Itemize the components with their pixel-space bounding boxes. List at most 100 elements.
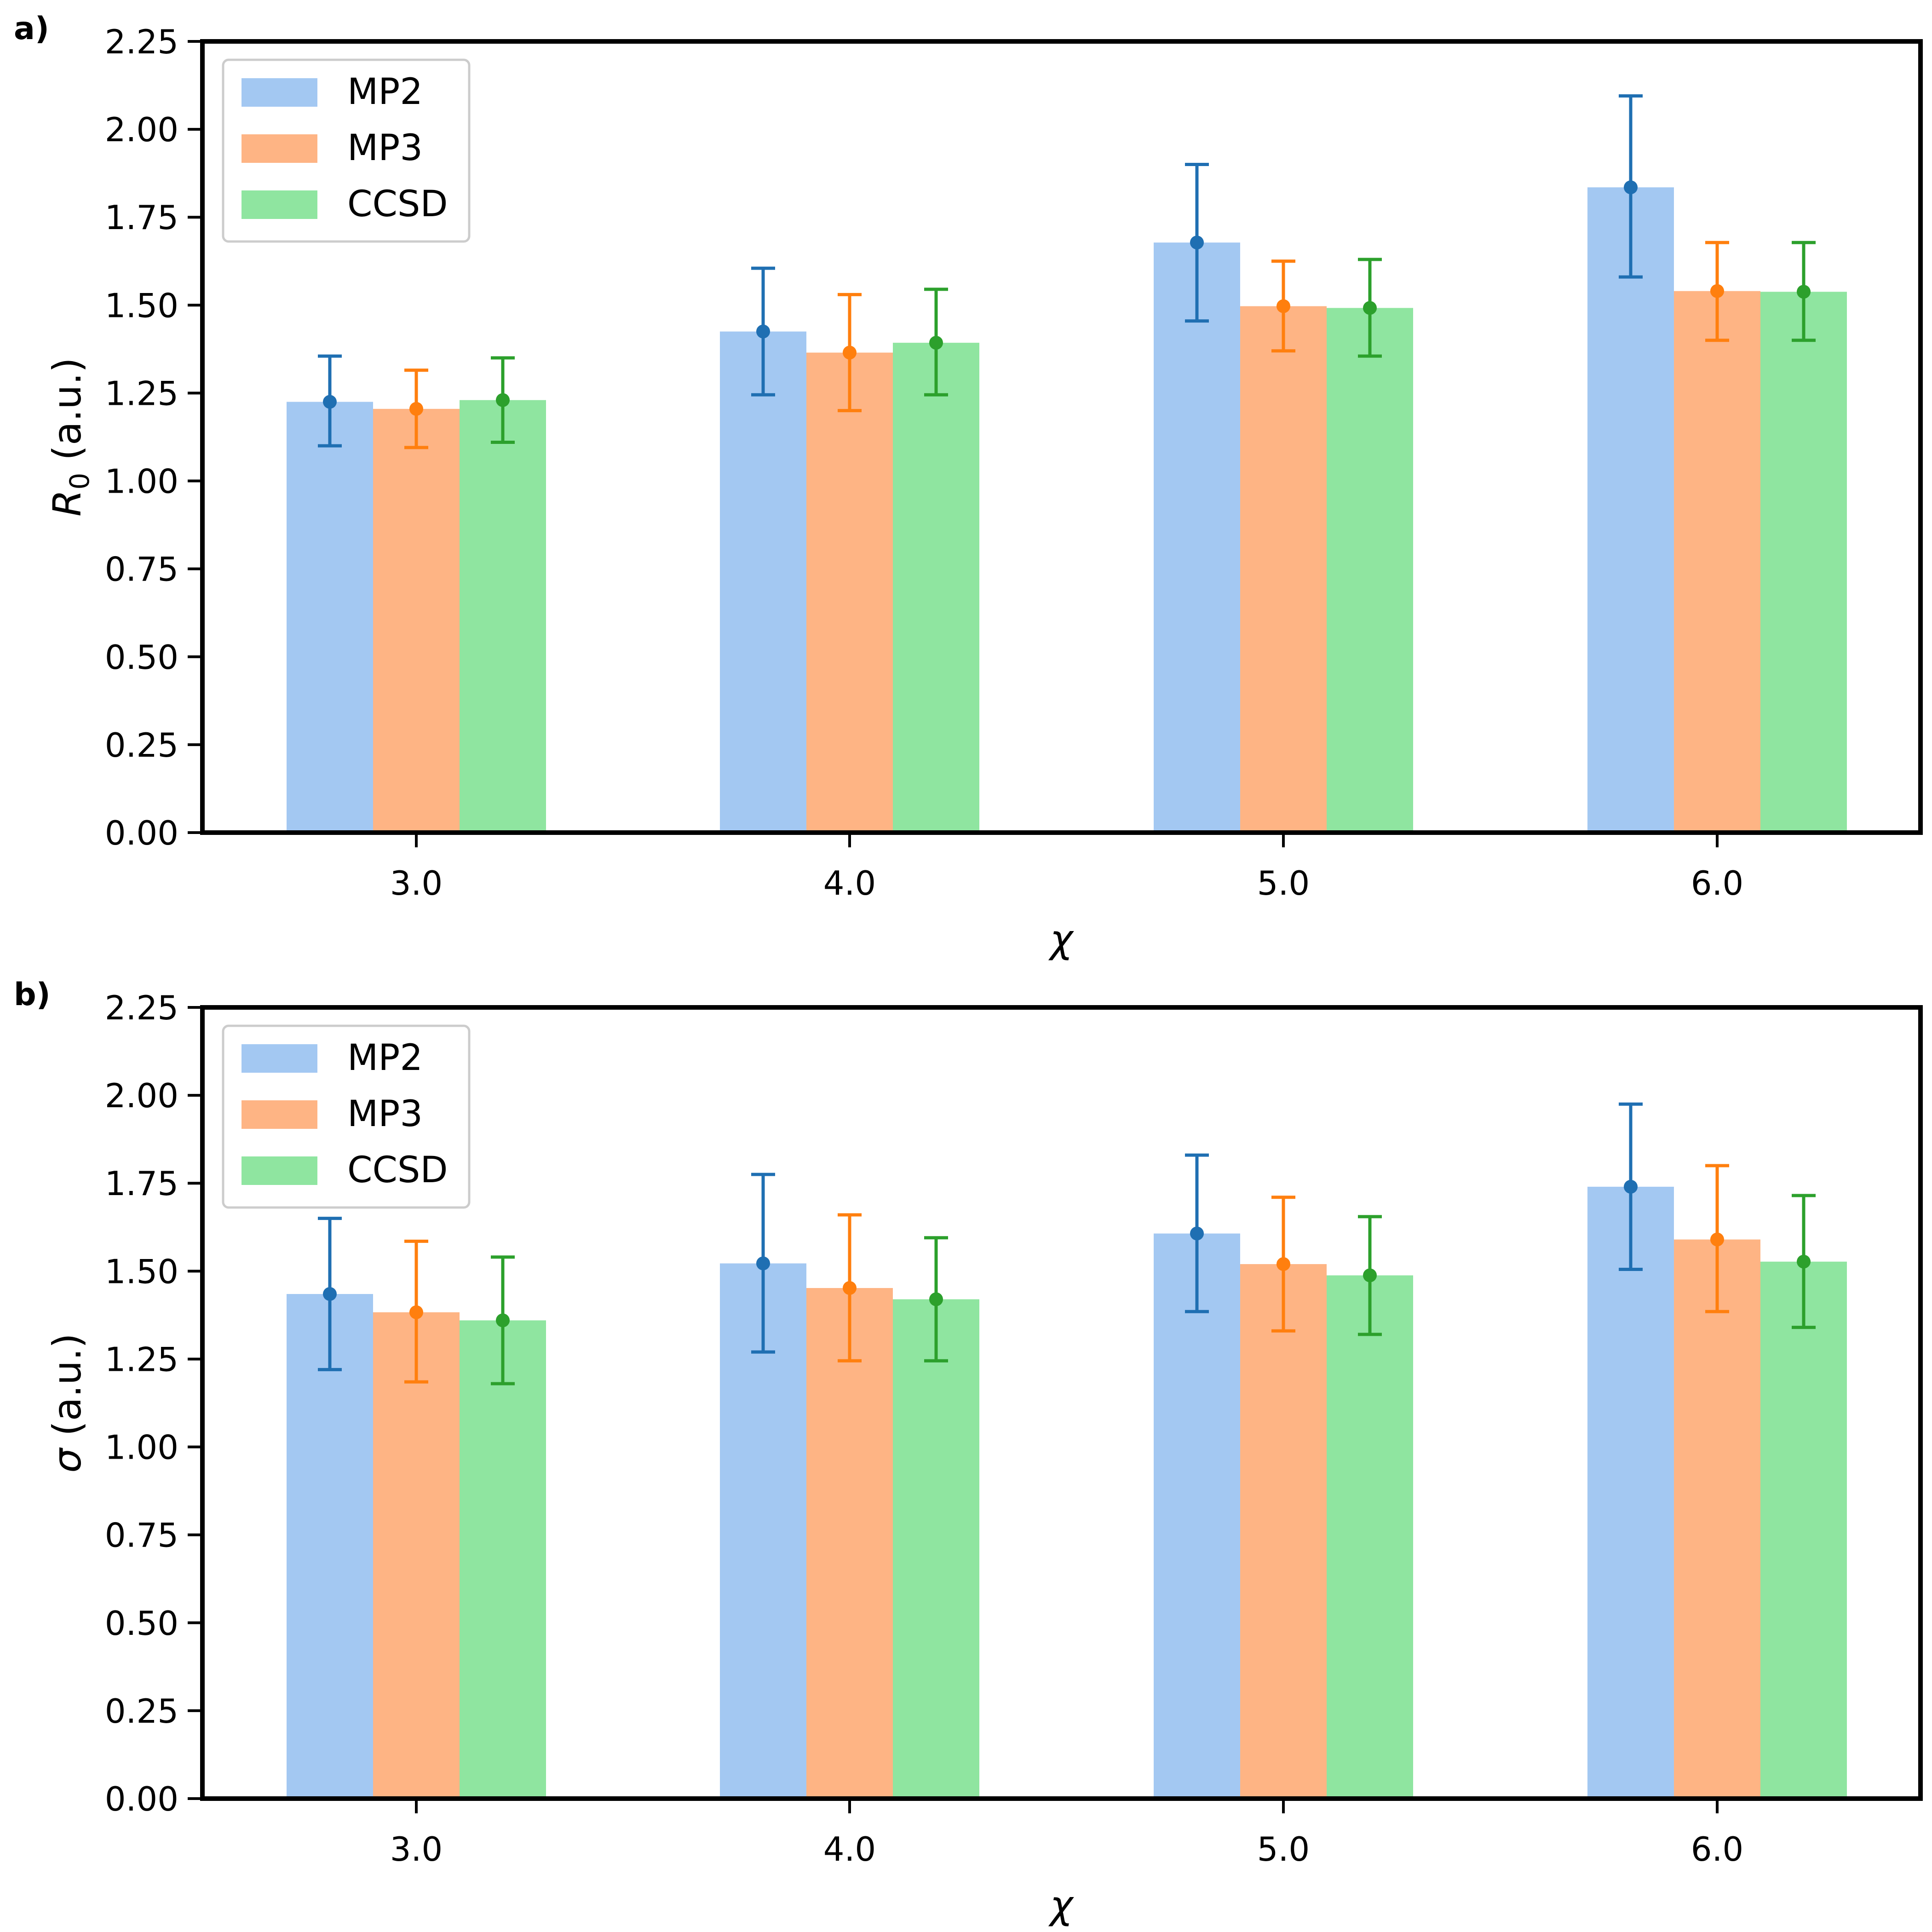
legend-swatch-ccsd [242, 1156, 317, 1185]
chart-panel-a: a) 0.00 0.25 0.50 0.75 1.00 1.25 1.50 1.75 2.00 2.… [14, 11, 1923, 961]
x-axis-label: χ [1048, 1882, 1075, 1927]
bar-mp3-5.0 [1240, 1264, 1327, 1799]
point-mp3-3.0 [409, 402, 423, 416]
legend-swatch-ccsd [242, 190, 317, 219]
point-mp3-5.0 [1276, 299, 1290, 313]
y-tick-label: 1.50 [105, 1252, 178, 1291]
point-mp3-4.0 [843, 345, 857, 360]
legend-label-mp2: MP2 [347, 1037, 423, 1079]
bar-mp3-5.0 [1240, 306, 1327, 833]
point-ccsd-6.0 [1797, 1254, 1811, 1269]
y-tick-label: 0.50 [105, 638, 178, 677]
bar-mp3-4.0 [806, 352, 893, 833]
y-tick-label: 0.50 [105, 1604, 178, 1643]
point-mp2-5.0 [1190, 236, 1204, 250]
point-mp3-3.0 [409, 1305, 423, 1319]
plot-frame [200, 1005, 1923, 1801]
legend: MP2 MP3 CCSD [222, 58, 471, 243]
y-tick-label: 2.00 [105, 1076, 178, 1115]
legend-label-mp2: MP2 [347, 71, 423, 113]
point-mp2-3.0 [323, 1287, 337, 1301]
legend-label-ccsd: CCSD [347, 184, 448, 225]
bar-ccsd-6.0 [1760, 1261, 1847, 1799]
x-tick-label: 4.0 [823, 864, 876, 903]
y-tick-label: 1.00 [105, 462, 178, 501]
bar-ccsd-5.0 [1327, 1275, 1413, 1799]
y-tick-label: 2.25 [105, 23, 178, 61]
y-axis-label-unit: (a.u.) [45, 357, 90, 472]
panel-label: a) [14, 11, 49, 47]
y-axis-label-base: σ [45, 1447, 90, 1473]
y-tick-label: 0.00 [105, 1780, 178, 1818]
x-tick-label: 3.0 [390, 864, 443, 903]
bar-mp2-3.0 [287, 1294, 373, 1799]
legend-swatch-mp2 [242, 1044, 317, 1073]
y-tick-label: 1.75 [105, 1164, 178, 1203]
point-mp3-6.0 [1710, 1232, 1724, 1247]
point-mp3-6.0 [1710, 284, 1724, 298]
bar-ccsd-3.0 [460, 400, 546, 833]
y-tick-label: 2.25 [105, 989, 178, 1027]
bar-mp3-6.0 [1674, 291, 1760, 833]
bar-ccsd-4.0 [893, 1299, 979, 1799]
y-axis-label-subscript: 0 [64, 473, 95, 490]
y-tick-label: 0.75 [105, 550, 178, 589]
y-axis-label: R0 (a.u.) [45, 357, 95, 517]
x-tick-label: 3.0 [390, 1830, 443, 1869]
point-mp2-6.0 [1624, 1179, 1638, 1194]
bar-mp3-3.0 [373, 408, 460, 833]
point-mp2-4.0 [756, 1256, 770, 1271]
y-tick-label: 0.25 [105, 1692, 178, 1731]
point-mp2-4.0 [756, 324, 770, 339]
y-tick-label: 0.75 [105, 1516, 178, 1555]
bar-ccsd-4.0 [893, 343, 979, 833]
legend-label-mp3: MP3 [347, 1093, 423, 1135]
y-tick-label: 0.25 [105, 726, 178, 765]
point-ccsd-5.0 [1363, 301, 1377, 315]
bar-mp3-4.0 [806, 1288, 893, 1799]
y-tick-label: 1.25 [105, 374, 178, 413]
point-mp2-3.0 [323, 395, 337, 409]
point-mp3-5.0 [1276, 1257, 1290, 1271]
x-tick-label: 4.0 [823, 1830, 876, 1869]
y-tick-label: 2.00 [105, 110, 178, 149]
y-tick-label: 1.50 [105, 286, 178, 325]
y-tick-label: 1.00 [105, 1428, 178, 1467]
panel-label: b) [14, 977, 51, 1013]
bar-mp2-3.0 [287, 402, 373, 833]
point-ccsd-3.0 [496, 393, 510, 407]
point-ccsd-4.0 [929, 1292, 943, 1306]
bar-mp2-4.0 [720, 331, 806, 833]
bar-ccsd-5.0 [1327, 308, 1413, 833]
point-ccsd-4.0 [929, 336, 943, 350]
x-tick-label: 6.0 [1691, 1830, 1744, 1869]
legend-swatch-mp3 [242, 134, 317, 163]
x-axis-label: χ [1048, 916, 1075, 961]
legend-swatch-mp3 [242, 1100, 317, 1129]
point-ccsd-3.0 [496, 1313, 510, 1328]
x-tick-label: 5.0 [1257, 864, 1310, 903]
bar-mp2-5.0 [1154, 242, 1240, 833]
y-tick-label: 1.25 [105, 1340, 178, 1379]
bar-mp2-6.0 [1587, 1186, 1674, 1799]
y-tick-label: 0.00 [105, 814, 178, 852]
x-tick-label: 6.0 [1691, 864, 1744, 903]
bar-ccsd-3.0 [460, 1320, 546, 1799]
point-mp2-5.0 [1190, 1226, 1204, 1241]
y-axis-label-base: R [45, 489, 90, 516]
legend-label-ccsd: CCSD [347, 1150, 448, 1191]
y-axis-label-unit: (a.u.) [45, 1333, 90, 1448]
legend-label-mp3: MP3 [347, 127, 423, 169]
chart-panel-b: b) 0.00 0.25 0.50 0.75 1.00 1.25 1.50 1.75 2.00 2.… [14, 977, 1923, 1927]
bar-mp2-6.0 [1587, 187, 1674, 833]
legend-swatch-mp2 [242, 78, 317, 107]
y-tick-label: 1.75 [105, 198, 178, 237]
bar-mp2-5.0 [1154, 1233, 1240, 1799]
legend: MP2 MP3 CCSD [222, 1024, 471, 1209]
bar-mp3-6.0 [1674, 1239, 1760, 1799]
point-mp2-6.0 [1624, 180, 1638, 195]
point-mp3-4.0 [843, 1281, 857, 1295]
point-ccsd-5.0 [1363, 1268, 1377, 1282]
bar-mp3-3.0 [373, 1312, 460, 1799]
